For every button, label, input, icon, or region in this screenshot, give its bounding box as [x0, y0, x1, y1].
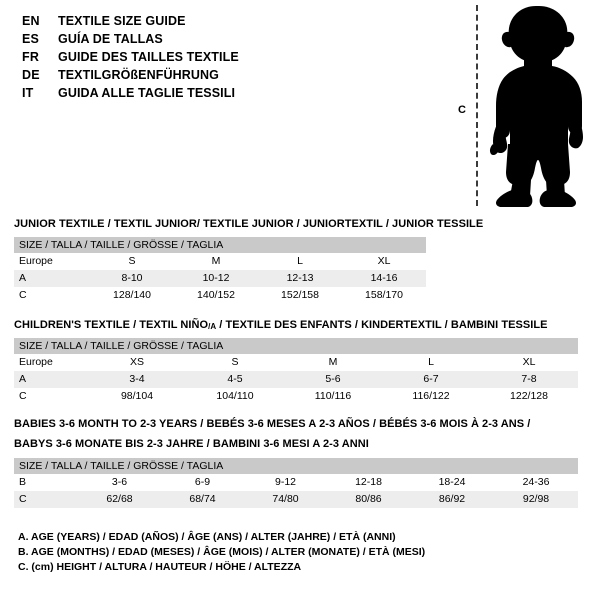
table-cell: 116/122 — [382, 388, 480, 405]
table-cell: 3-4 — [88, 371, 186, 388]
language-title: TEXTILE SIZE GUIDE — [58, 14, 186, 28]
table-cell: 6-9 — [161, 474, 244, 491]
table-cell: S — [90, 253, 174, 270]
table-row: A 3-4 4-5 5-6 6-7 7-8 — [14, 371, 578, 388]
height-axis-label: C — [458, 104, 466, 116]
table-cell: 122/128 — [480, 388, 578, 405]
table-cell: 86/92 — [410, 491, 494, 508]
table-cell: 92/98 — [494, 491, 579, 508]
row-label: A — [14, 371, 88, 388]
section-title-children-sub: /A — [208, 322, 217, 331]
table-cell: 140/152 — [174, 287, 258, 304]
table-row: A 8-10 10-12 12-13 14-16 — [14, 270, 427, 287]
row-label: A — [14, 270, 90, 287]
language-title: TEXTILGRÖßENFÜHRUNG — [58, 68, 219, 82]
table-cell: 12-18 — [327, 474, 410, 491]
table-cell: 7-8 — [480, 371, 578, 388]
table-cell: 104/110 — [186, 388, 284, 405]
table-cell: 6-7 — [382, 371, 480, 388]
table-row: C 128/140 140/152 152/158 158/170 — [14, 287, 427, 304]
language-code: FR — [22, 50, 40, 64]
table-cell: 68/74 — [161, 491, 244, 508]
table-cell: L — [258, 253, 342, 270]
language-code: ES — [22, 32, 40, 46]
table-cell: 128/140 — [90, 287, 174, 304]
language-row: FR GUIDE DES TAILLES TEXTILE — [22, 48, 422, 66]
height-illustration: C — [452, 0, 600, 212]
language-code: IT — [22, 86, 34, 100]
table-cell: 9-12 — [244, 474, 327, 491]
table-row: Europe S M L XL — [14, 253, 427, 270]
language-title: GUÍA DE TALLAS — [58, 32, 163, 46]
table-cell: 12-13 — [258, 270, 342, 287]
language-row: IT GUIDA ALLE TAGLIE TESSILI — [22, 84, 422, 102]
height-axis-dashed-line — [476, 5, 478, 206]
language-row: ES GUÍA DE TALLAS — [22, 30, 422, 48]
table-cell: 158/170 — [342, 287, 427, 304]
section-title-children: CHILDREN'S TEXTILE / TEXTIL NIÑO/A / TEX… — [14, 318, 578, 333]
table-cell: 152/158 — [258, 287, 342, 304]
legend-line-c: C. (cm) HEIGHT / ALTURA / HAUTEUR / HÖHE… — [18, 561, 302, 573]
language-row: DE TEXTILGRÖßENFÜHRUNG — [22, 66, 422, 84]
section-title-junior: JUNIOR TEXTILE / TEXTIL JUNIOR/ TEXTILE … — [14, 218, 484, 230]
table-cell: 8-10 — [90, 270, 174, 287]
row-label: B — [14, 474, 78, 491]
table-cell: M — [174, 253, 258, 270]
table-cell: L — [382, 354, 480, 371]
table-band-row: SIZE / TALLA / TAILLE / GRÖSSE / TAGLIA — [14, 338, 578, 354]
table-cell: 18-24 — [410, 474, 494, 491]
language-code: DE — [22, 68, 40, 82]
table-cell: 110/116 — [284, 388, 382, 405]
section-title-children-post: / TEXTILE DES ENFANTS / KINDERTEXTIL / B… — [216, 319, 548, 331]
table-cell: XS — [88, 354, 186, 371]
language-title: GUIDE DES TAILLES TEXTILE — [58, 50, 239, 64]
row-label: Europe — [14, 253, 90, 270]
row-label: C — [14, 287, 90, 304]
table-cell: M — [284, 354, 382, 371]
table-cell: 3-6 — [78, 474, 161, 491]
section-babies-textile: BABIES 3-6 MONTH TO 2-3 YEARS / BEBÉS 3-… — [14, 417, 579, 508]
language-code: EN — [22, 14, 40, 28]
table-cell: 24-36 — [494, 474, 579, 491]
table-row: B 3-6 6-9 9-12 12-18 18-24 24-36 — [14, 474, 579, 491]
legend-line-b: B. AGE (MONTHS) / EDAD (MESES) / ÂGE (MO… — [18, 546, 426, 558]
table-row: C 98/104 104/110 110/116 116/122 122/128 — [14, 388, 578, 405]
measurement-legend: A. AGE (YEARS) / EDAD (AÑOS) / ÂGE (ANS)… — [18, 530, 578, 575]
section-title-babies-line2: BABYS 3-6 MONATE BIS 2-3 JAHRE / BAMBINI… — [14, 438, 369, 450]
section-childrens-textile: CHILDREN'S TEXTILE / TEXTIL NIÑO/A / TEX… — [14, 318, 578, 405]
table-cell: 10-12 — [174, 270, 258, 287]
table-band-row: SIZE / TALLA / TAILLE / GRÖSSE / TAGLIA — [14, 237, 427, 253]
junior-size-table: SIZE / TALLA / TAILLE / GRÖSSE / TAGLIA … — [14, 237, 427, 304]
children-size-table: SIZE / TALLA / TAILLE / GRÖSSE / TAGLIA … — [14, 338, 578, 405]
size-band-label: SIZE / TALLA / TAILLE / GRÖSSE / TAGLIA — [14, 237, 427, 253]
table-cell: S — [186, 354, 284, 371]
toddler-silhouette-icon — [489, 6, 583, 207]
table-cell: 14-16 — [342, 270, 427, 287]
table-cell: XL — [342, 253, 427, 270]
row-label: Europe — [14, 354, 88, 371]
row-label: C — [14, 491, 78, 508]
table-row: C 62/68 68/74 74/80 80/86 86/92 92/98 — [14, 491, 579, 508]
section-title-babies-line1: BABIES 3-6 MONTH TO 2-3 YEARS / BEBÉS 3-… — [14, 418, 531, 430]
language-row: EN TEXTILE SIZE GUIDE — [22, 12, 422, 30]
table-cell: XL — [480, 354, 578, 371]
table-cell: 98/104 — [88, 388, 186, 405]
table-cell: 80/86 — [327, 491, 410, 508]
table-cell: 74/80 — [244, 491, 327, 508]
table-cell: 4-5 — [186, 371, 284, 388]
table-cell: 62/68 — [78, 491, 161, 508]
table-cell: 5-6 — [284, 371, 382, 388]
table-band-row: SIZE / TALLA / TAILLE / GRÖSSE / TAGLIA — [14, 458, 579, 474]
section-title-children-pre: CHILDREN'S TEXTILE / TEXTIL NIÑO — [14, 319, 209, 331]
babies-size-table: SIZE / TALLA / TAILLE / GRÖSSE / TAGLIA … — [14, 458, 579, 508]
size-band-label: SIZE / TALLA / TAILLE / GRÖSSE / TAGLIA — [14, 458, 579, 474]
legend-line-a: A. AGE (YEARS) / EDAD (AÑOS) / ÂGE (ANS)… — [18, 531, 396, 543]
language-title: GUIDA ALLE TAGLIE TESSILI — [58, 86, 236, 100]
section-junior-textile: JUNIOR TEXTILE / TEXTIL JUNIOR/ TEXTILE … — [14, 217, 484, 304]
language-title-block: EN TEXTILE SIZE GUIDE ES GUÍA DE TALLAS … — [22, 12, 422, 102]
row-label: C — [14, 388, 88, 405]
size-band-label: SIZE / TALLA / TAILLE / GRÖSSE / TAGLIA — [14, 338, 578, 354]
table-row: Europe XS S M L XL — [14, 354, 578, 371]
